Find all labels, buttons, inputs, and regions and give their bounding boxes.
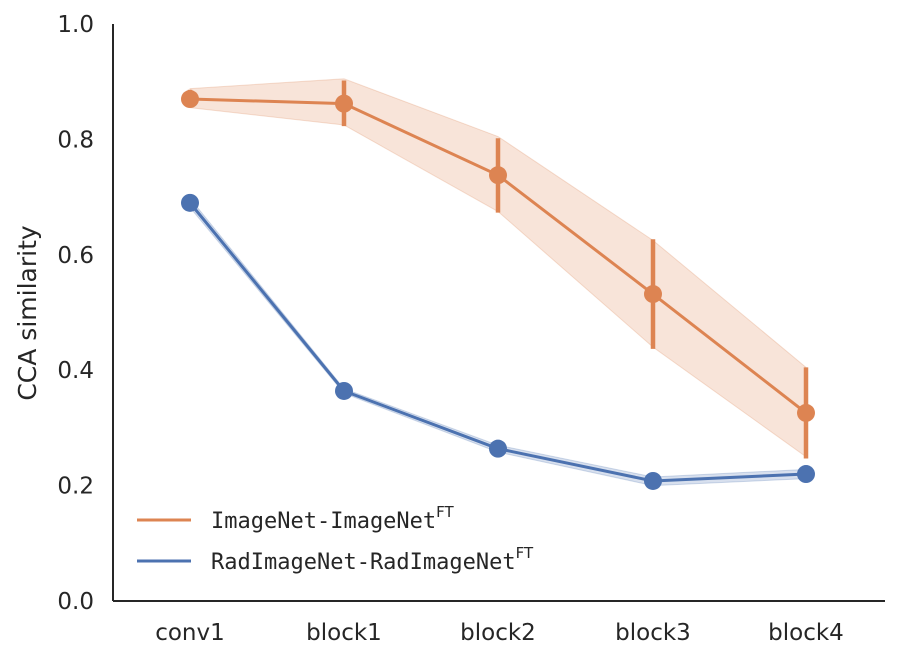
imagenet-legend-superscript: FT	[436, 503, 454, 521]
imagenet-data-point	[797, 403, 815, 422]
x-tick-label: block1	[306, 620, 382, 646]
y-tick-labels: 0.0 0.2 0.4 0.6 0.8 1.0	[57, 12, 94, 615]
series-points	[181, 90, 815, 490]
radimagenet-legend-superscript: FT	[516, 544, 534, 562]
radimagenet-data-point	[797, 465, 815, 484]
x-tick-label: block2	[460, 620, 536, 646]
y-tick-label: 0.6	[57, 243, 94, 269]
imagenet-data-point	[489, 166, 507, 185]
y-tick-label: 0.0	[57, 589, 94, 615]
imagenet-data-point	[644, 285, 662, 304]
imagenet-confidence-band	[189, 78, 807, 458]
x-tick-labels: conv1 block1 block2 block3 block4	[155, 620, 844, 646]
radimagenet-data-point	[489, 439, 507, 458]
radimagenet-data-point	[644, 471, 662, 490]
radimagenet-data-point	[181, 193, 199, 212]
y-tick-label: 0.4	[57, 358, 94, 384]
error-bars	[187, 80, 809, 484]
x-tick-label: conv1	[155, 620, 225, 646]
imagenet-legend-label: ImageNet-ImageNetFT	[211, 503, 455, 534]
y-tick-label: 0.8	[57, 127, 94, 153]
legend: ImageNet-ImageNetFT RadImageNet-RadImageN…	[137, 503, 534, 575]
imagenet-data-point	[181, 90, 199, 109]
imagenet-data-point	[335, 94, 353, 113]
y-axis-title: CCA similarity	[13, 225, 42, 401]
x-tick-label: block3	[615, 620, 691, 646]
y-tick-label: 1.0	[57, 12, 94, 38]
y-tick-label: 0.2	[57, 474, 94, 500]
x-tick-label: block4	[768, 620, 844, 646]
radimagenet-legend-label: RadImageNet-RadImageNetFT	[211, 544, 534, 575]
radimagenet-data-point	[335, 381, 353, 400]
